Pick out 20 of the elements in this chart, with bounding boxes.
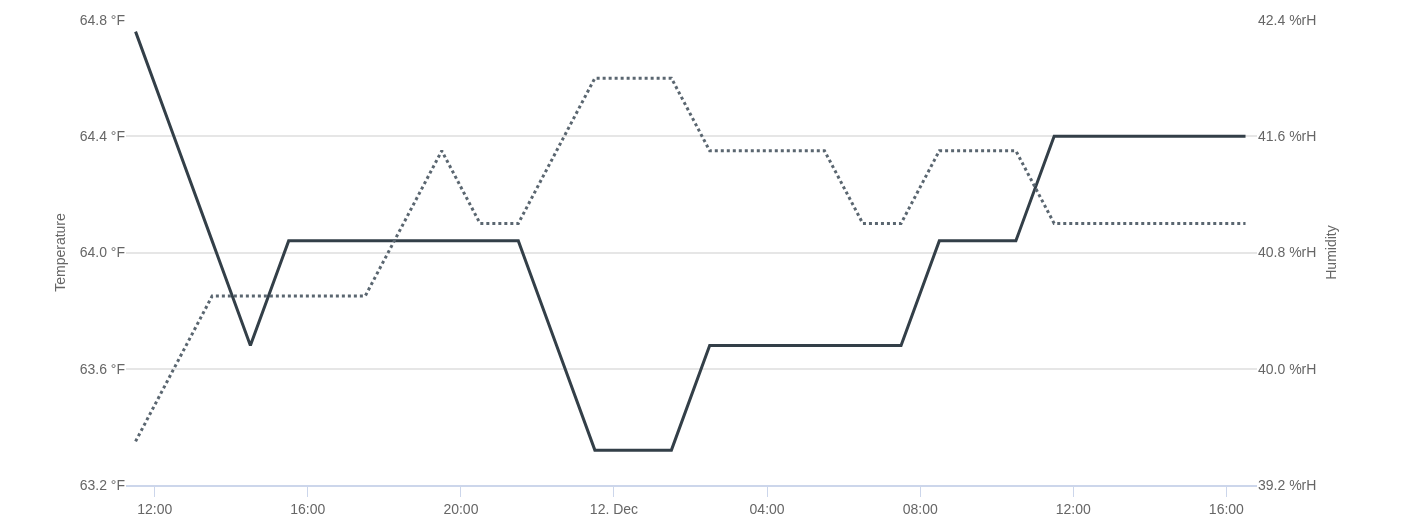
y-tick-label: 63.2 °F <box>79 476 125 493</box>
y2-tick-label: 40.0 %rH <box>1258 360 1317 377</box>
x-tick-label: 08:00 <box>902 500 938 517</box>
x-tick-label: 12:00 <box>137 500 173 517</box>
x-tick-label: 12. Dec <box>589 500 639 517</box>
y2-tick-label: 40.8 %rH <box>1258 244 1317 261</box>
y2-tick-label: 41.6 %rH <box>1258 128 1317 145</box>
x-tick-label: 16:00 <box>290 500 326 517</box>
y2-tick-label: 42.4 %rH <box>1258 11 1317 28</box>
y-axis-title: Temperature <box>52 212 69 292</box>
y-tick-label: 64.8 °F <box>79 11 125 28</box>
x-tick-label: 12:00 <box>1055 500 1091 517</box>
y-tick-label: 64.0 °F <box>79 244 125 261</box>
x-tick-label: 04:00 <box>749 500 785 517</box>
x-tick-label: 16:00 <box>1208 500 1245 517</box>
y-tick-label: 64.4 °F <box>79 128 125 145</box>
y2-axis-title: Humidity <box>1322 225 1339 280</box>
x-tick-label: 20:00 <box>443 500 479 517</box>
y-tick-label: 63.6 °F <box>79 360 125 377</box>
y2-tick-label: 39.2 %rH <box>1258 476 1317 493</box>
